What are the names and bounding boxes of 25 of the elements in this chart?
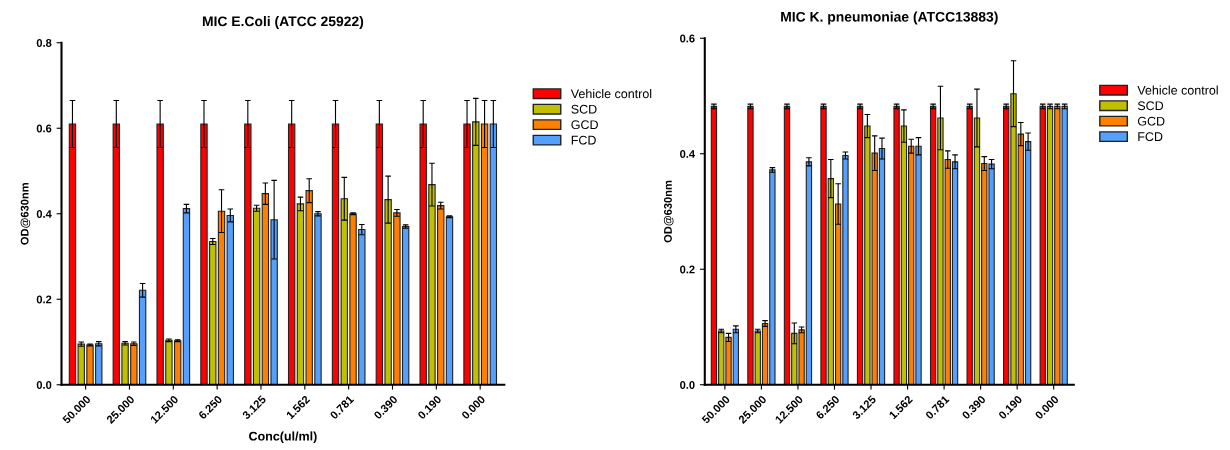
- bar: [287, 123, 296, 385]
- y-tick-label: 0.4: [680, 150, 696, 158]
- y-tick-label: 0.6: [680, 34, 695, 43]
- legend-label: Vehicle control: [1137, 85, 1218, 95]
- chart-title: MIC K. pneumoniae (ATCC13883): [781, 11, 998, 25]
- y-tick-label: 0.4: [36, 210, 52, 218]
- legend-label: FCD: [571, 135, 596, 145]
- y-tick-label: 0.6: [36, 124, 52, 133]
- y-tick-label: 0.2: [680, 265, 695, 274]
- legend-label: GCD: [571, 120, 598, 130]
- y-axis-title: OD@630nm: [663, 180, 674, 243]
- chart-title: MIC E.Coli (ATCC 25922): [202, 16, 364, 29]
- legend-label: FCD: [1138, 132, 1163, 142]
- x-axis-title: Conc(ul/ml): [249, 431, 317, 444]
- legend-label: SCD: [571, 104, 597, 114]
- bar: [489, 123, 498, 385]
- bar: [182, 208, 191, 385]
- y-tick-label: 0.0: [680, 381, 695, 389]
- y-tick-label: 0.8: [36, 39, 52, 47]
- legend-label: Vehicle control: [570, 88, 652, 99]
- y-axis-title: OD@630nm: [20, 183, 31, 245]
- y-tick-label: 0.0: [36, 381, 52, 389]
- y-tick-label: 0.2: [36, 295, 52, 304]
- legend-label: SCD: [1137, 101, 1164, 111]
- legend-label: GCD: [1137, 116, 1165, 126]
